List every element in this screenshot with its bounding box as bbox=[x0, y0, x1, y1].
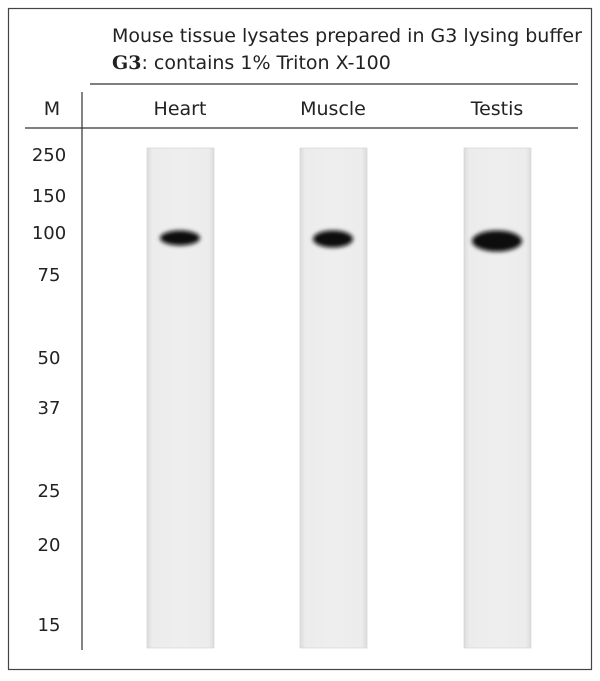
title-line2: G3: contains 1% Triton X-100 bbox=[112, 52, 391, 74]
marker-label: 15 bbox=[38, 615, 61, 636]
marker-label: 50 bbox=[38, 348, 61, 369]
lane-label: Muscle bbox=[300, 98, 366, 120]
band bbox=[313, 230, 353, 248]
title-rest: : contains 1% Triton X-100 bbox=[141, 52, 390, 74]
lane-label: Testis bbox=[470, 98, 524, 120]
band bbox=[160, 230, 200, 246]
marker-label: 100 bbox=[32, 223, 66, 244]
frame bbox=[7, 7, 593, 671]
marker-label: 37 bbox=[38, 398, 61, 419]
marker-label: 250 bbox=[32, 145, 66, 166]
marker-label: 25 bbox=[38, 481, 61, 502]
lanes: Heart Muscle Testis bbox=[146, 98, 532, 649]
title-bold: G3 bbox=[112, 52, 141, 74]
marker-header: M bbox=[44, 98, 60, 120]
marker-label: 75 bbox=[38, 265, 61, 286]
marker-label: 150 bbox=[32, 186, 66, 207]
markers: 250 150 100 75 50 37 25 20 15 bbox=[32, 145, 66, 636]
lane bbox=[463, 147, 532, 649]
title-line1: Mouse tissue lysates prepared in G3 lysi… bbox=[112, 25, 582, 47]
lane-label: Heart bbox=[154, 98, 207, 120]
marker-label: 20 bbox=[38, 535, 61, 556]
band bbox=[472, 230, 522, 252]
lane bbox=[146, 147, 215, 649]
lane bbox=[299, 147, 368, 649]
